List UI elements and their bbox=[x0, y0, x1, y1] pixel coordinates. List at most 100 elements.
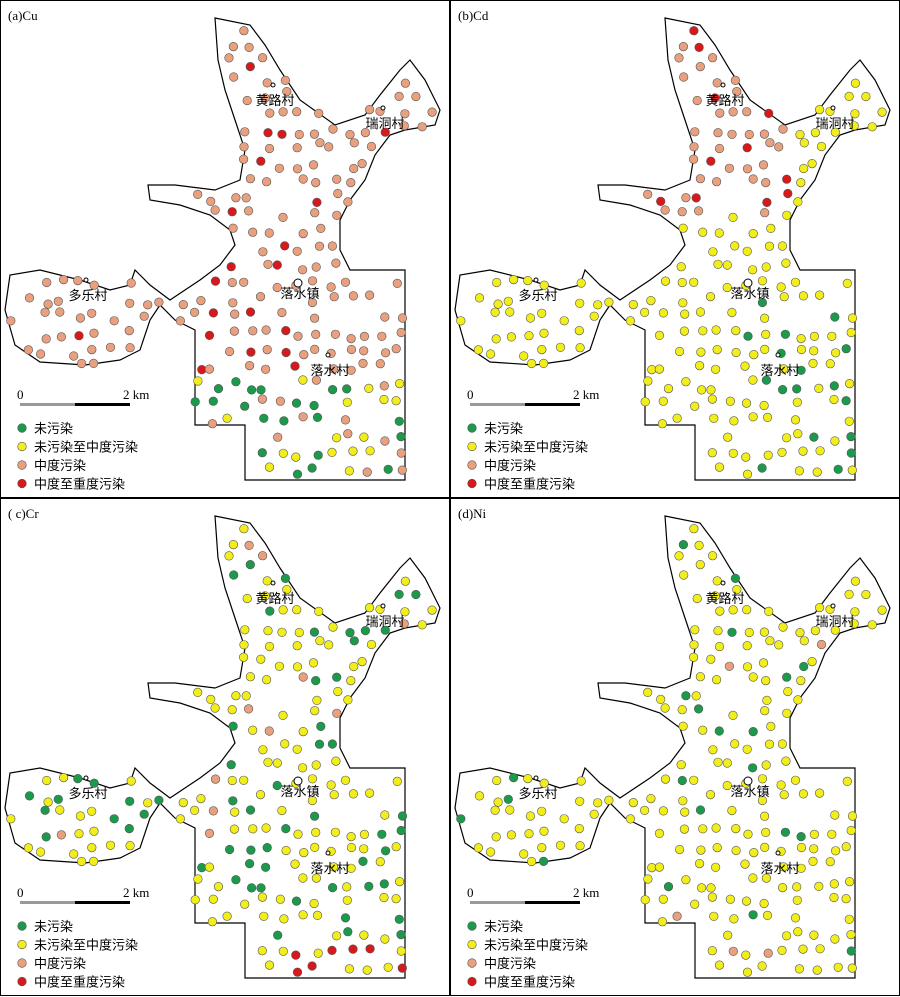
scale-label: 2 km bbox=[573, 387, 599, 402]
sample-point bbox=[126, 278, 136, 288]
sample-point bbox=[239, 277, 249, 287]
panel-title: (d)Ni bbox=[458, 506, 487, 521]
sample-point bbox=[833, 464, 843, 474]
sample-point bbox=[766, 721, 776, 731]
sample-point bbox=[774, 640, 784, 650]
sample-point bbox=[328, 124, 338, 134]
sample-point bbox=[525, 313, 535, 323]
sample-point bbox=[698, 227, 708, 237]
sample-point bbox=[265, 108, 275, 118]
sample-point bbox=[714, 462, 725, 472]
sample-point bbox=[725, 894, 736, 904]
sample-point bbox=[330, 827, 341, 837]
sample-point bbox=[640, 307, 650, 318]
panel-title: (a)Cu bbox=[8, 8, 38, 23]
sample-point bbox=[43, 299, 53, 309]
sample-point bbox=[780, 329, 791, 339]
sample-point bbox=[681, 691, 691, 701]
sample-point bbox=[227, 775, 237, 786]
sample-point bbox=[748, 910, 758, 920]
sample-point bbox=[326, 780, 336, 790]
sample-point bbox=[224, 53, 234, 63]
sample-point bbox=[24, 293, 35, 303]
sample-point bbox=[109, 316, 119, 326]
study-area-outline bbox=[454, 515, 891, 979]
sample-point bbox=[841, 344, 851, 354]
sample-point bbox=[340, 775, 351, 785]
sample-point bbox=[427, 107, 437, 117]
sample-point bbox=[259, 413, 269, 423]
sample-point bbox=[263, 626, 273, 636]
sample-point bbox=[757, 795, 768, 806]
sample-point bbox=[328, 364, 339, 374]
legend-label: 中度污染 bbox=[34, 458, 86, 473]
sample-point bbox=[575, 298, 585, 308]
sample-point bbox=[58, 275, 69, 285]
sample-point bbox=[328, 883, 338, 893]
sample-point bbox=[332, 708, 342, 718]
sample-point bbox=[310, 706, 320, 716]
sample-point bbox=[257, 448, 267, 458]
sample-point bbox=[506, 332, 517, 342]
sample-point bbox=[742, 641, 752, 651]
scale-bar-left bbox=[20, 403, 75, 406]
sample-point bbox=[640, 895, 650, 905]
sample-point bbox=[825, 857, 835, 867]
sample-point bbox=[230, 309, 240, 319]
sample-point bbox=[694, 540, 704, 551]
sample-point bbox=[365, 788, 375, 798]
sample-point bbox=[244, 704, 254, 714]
sample-point bbox=[714, 726, 724, 736]
sample-point bbox=[272, 282, 282, 293]
sample-point bbox=[576, 278, 586, 288]
sample-point bbox=[777, 241, 788, 251]
sample-point bbox=[847, 811, 858, 821]
sample-point bbox=[674, 551, 684, 561]
sample-point bbox=[765, 636, 775, 646]
sample-point bbox=[706, 385, 716, 395]
legend-label: 未污染至中度污染 bbox=[34, 938, 138, 953]
sample-point bbox=[698, 326, 708, 336]
sample-point bbox=[307, 795, 318, 806]
sample-point bbox=[658, 308, 668, 318]
sample-point bbox=[311, 760, 321, 770]
sample-point bbox=[796, 334, 806, 344]
sample-point bbox=[730, 739, 740, 749]
sample-point bbox=[555, 342, 566, 352]
sample-point bbox=[575, 343, 585, 353]
sample-point bbox=[329, 292, 339, 302]
sample-point bbox=[396, 432, 406, 442]
sample-point bbox=[795, 628, 805, 638]
sample-point bbox=[677, 775, 687, 786]
sample-point bbox=[358, 358, 368, 369]
sample-point bbox=[674, 53, 684, 63]
sample-point bbox=[379, 394, 389, 405]
sample-point bbox=[842, 278, 852, 289]
sample-point bbox=[74, 331, 84, 341]
sample-point bbox=[242, 95, 252, 106]
sample-point bbox=[139, 809, 149, 819]
sample-point bbox=[830, 625, 840, 635]
scale-bar-left bbox=[470, 901, 525, 904]
sample-point bbox=[298, 174, 308, 184]
sample-point bbox=[381, 348, 391, 358]
sample-point bbox=[125, 841, 135, 851]
sample-point bbox=[779, 790, 789, 800]
sample-point bbox=[697, 385, 707, 395]
place-label: 黄路村 bbox=[255, 93, 294, 108]
sample-point bbox=[503, 794, 513, 804]
sample-point bbox=[397, 465, 407, 475]
sample-point bbox=[76, 358, 87, 369]
sample-point bbox=[574, 824, 584, 834]
sample-point bbox=[333, 188, 343, 199]
sample-point bbox=[309, 898, 319, 909]
place-marker bbox=[293, 776, 303, 786]
sample-point bbox=[299, 848, 309, 858]
sample-point bbox=[850, 576, 861, 586]
sample-point bbox=[815, 788, 825, 798]
sample-point bbox=[695, 61, 705, 72]
sample-point bbox=[292, 469, 303, 479]
sample-point bbox=[333, 686, 343, 697]
sample-point bbox=[680, 309, 690, 319]
